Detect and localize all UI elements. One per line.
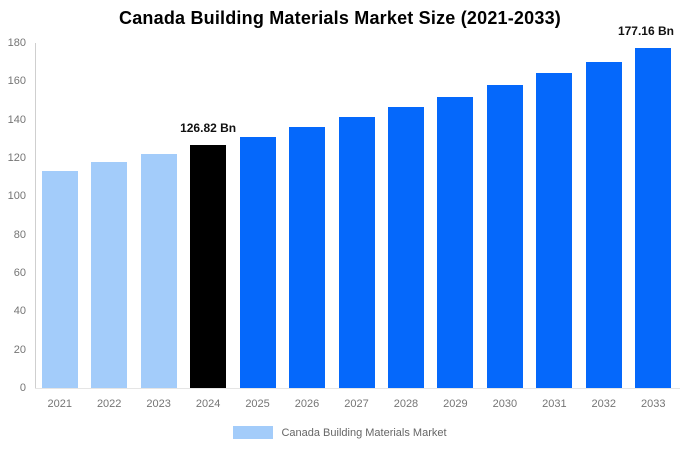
legend-swatch xyxy=(233,426,274,439)
y-tick-180: 180 xyxy=(7,37,26,49)
x-tick-2031: 2031 xyxy=(542,398,567,410)
bar-2032[interactable] xyxy=(585,61,622,388)
x-tick-2027: 2027 xyxy=(344,398,369,410)
legend[interactable]: Canada Building Materials Market xyxy=(0,426,680,439)
y-tick-120: 120 xyxy=(7,152,26,164)
x-tick-2025: 2025 xyxy=(245,398,270,410)
x-tick-2023: 2023 xyxy=(146,398,171,410)
x-tick-2033: 2033 xyxy=(641,398,666,410)
bar-2022[interactable] xyxy=(91,162,128,388)
bar-2023[interactable] xyxy=(140,153,177,388)
x-tick-2024: 2024 xyxy=(195,398,221,410)
x-tick-2030: 2030 xyxy=(492,398,518,410)
bar-2021[interactable] xyxy=(41,170,78,388)
y-tick-20: 20 xyxy=(13,343,26,356)
bar-2024[interactable] xyxy=(190,144,227,388)
bar-2026[interactable] xyxy=(289,127,326,388)
bar-2031[interactable] xyxy=(536,73,573,388)
bar-2030[interactable] xyxy=(486,84,523,388)
x-tick-2028: 2028 xyxy=(393,398,419,410)
x-tick-2022: 2022 xyxy=(96,398,122,410)
x-tick-2029: 2029 xyxy=(443,398,468,410)
bar-2033[interactable] xyxy=(635,48,672,388)
bar-2025[interactable] xyxy=(239,136,276,388)
y-tick-80: 80 xyxy=(13,228,26,241)
chart-title: Canada Building Materials Market Size (2… xyxy=(119,8,561,28)
value-label-2033: 177.16 Bn xyxy=(617,24,674,39)
bar-2027[interactable] xyxy=(338,117,375,388)
x-tick-2021: 2021 xyxy=(47,398,72,410)
y-tick-160: 160 xyxy=(7,75,26,88)
y-tick-0: 0 xyxy=(19,382,26,394)
x-tick-2026: 2026 xyxy=(294,398,320,410)
y-tick-140: 140 xyxy=(7,113,26,126)
y-tick-40: 40 xyxy=(13,305,26,318)
bar-2028[interactable] xyxy=(387,107,424,388)
value-label-2024: 126.82 Bn xyxy=(180,120,237,135)
x-tick-2032: 2032 xyxy=(591,398,617,410)
y-tick-60: 60 xyxy=(13,267,26,279)
x-axis-line xyxy=(35,388,680,389)
y-tick-100: 100 xyxy=(7,190,26,203)
y-axis-line xyxy=(35,43,36,388)
legend-label: Canada Building Materials Market xyxy=(281,426,447,439)
bar-2029[interactable] xyxy=(437,96,474,388)
